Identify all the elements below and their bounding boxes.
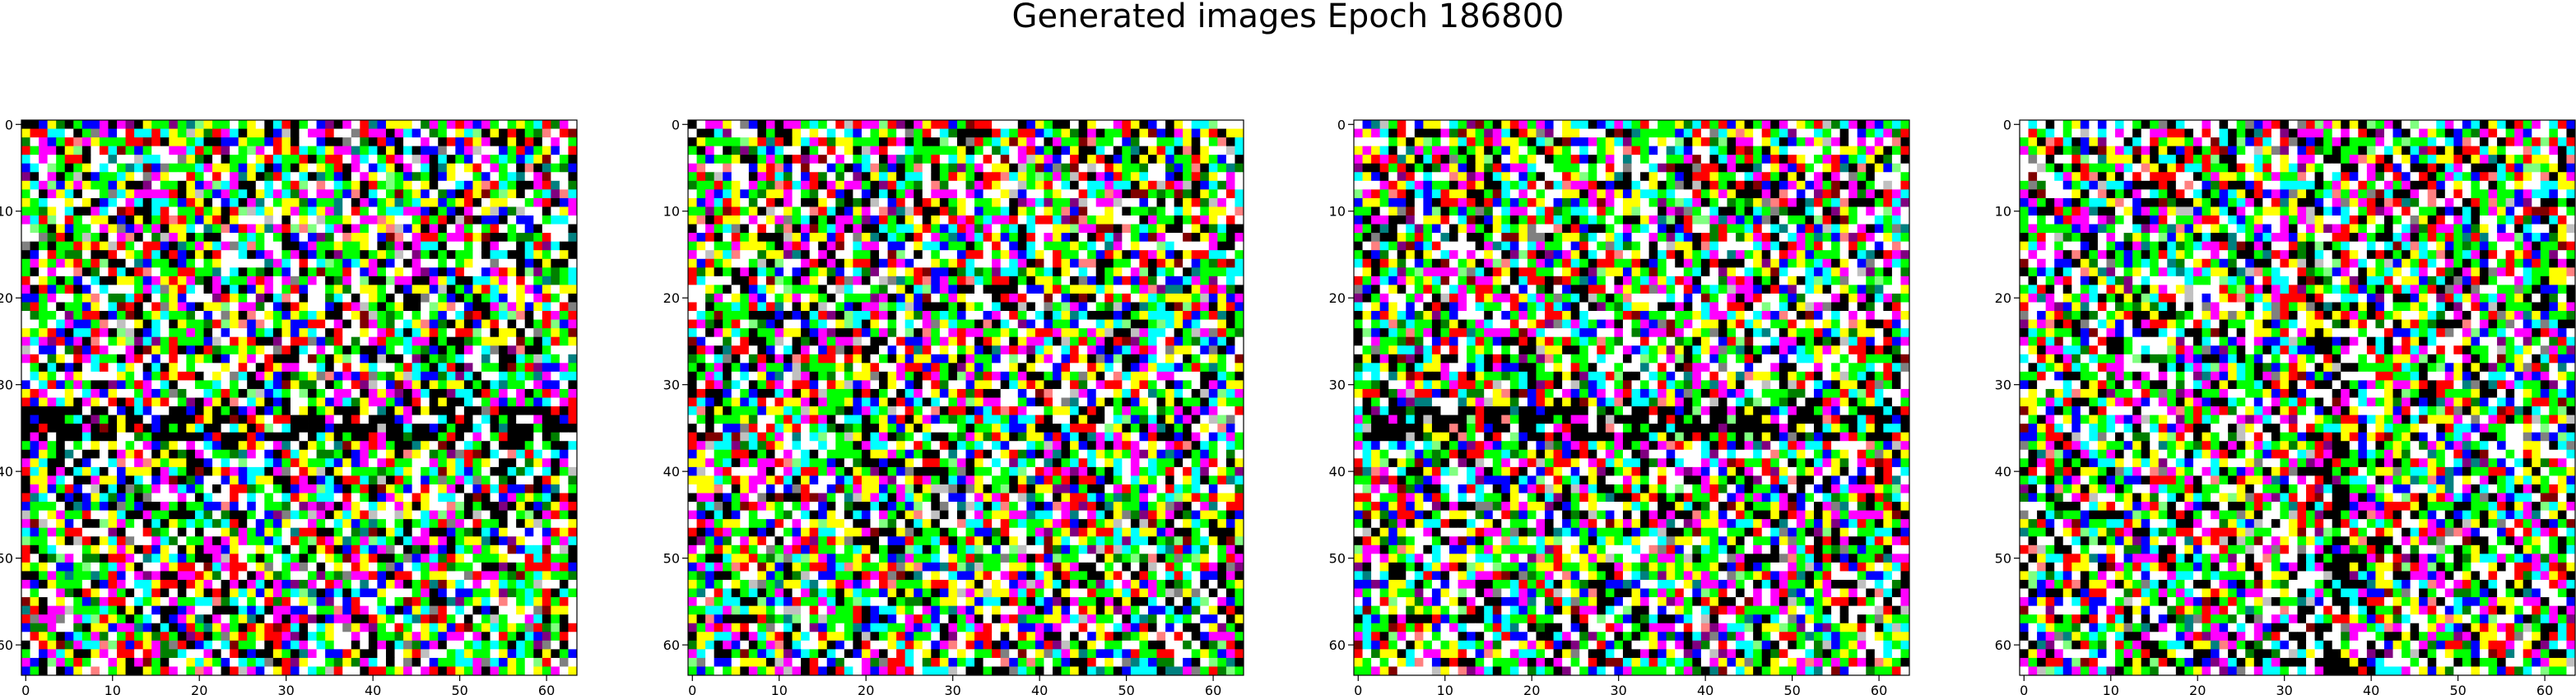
y-tick-label: 20 bbox=[0, 290, 13, 306]
x-tick-label: 50 bbox=[451, 683, 467, 695]
y-tick-label: 20 bbox=[1995, 290, 2011, 306]
axes-frame bbox=[21, 119, 578, 676]
y-tick-label: 20 bbox=[1329, 290, 1346, 306]
y-tick-label: 50 bbox=[1995, 551, 2011, 567]
y-tick-label: 10 bbox=[663, 204, 680, 220]
x-tick-label: 0 bbox=[688, 683, 696, 695]
x-tick-label: 40 bbox=[365, 683, 381, 695]
generated-image-3 bbox=[1354, 120, 1910, 676]
y-tick-label: 30 bbox=[663, 378, 680, 393]
y-tick-label: 0 bbox=[2003, 117, 2011, 132]
generated-image-2 bbox=[688, 120, 1244, 676]
x-tick-label: 0 bbox=[2020, 683, 2028, 695]
y-tick-label: 50 bbox=[1329, 551, 1346, 567]
axes-frame bbox=[2019, 119, 2576, 676]
y-tick-label: 10 bbox=[1329, 204, 1346, 220]
x-tick-label: 30 bbox=[1611, 683, 1627, 695]
y-tick-label: 0 bbox=[5, 117, 13, 132]
x-tick-label: 10 bbox=[105, 683, 121, 695]
x-tick-label: 30 bbox=[2276, 683, 2293, 695]
y-tick-label: 0 bbox=[1337, 117, 1346, 132]
x-tick-label: 60 bbox=[2536, 683, 2553, 695]
x-tick-label: 40 bbox=[1697, 683, 1713, 695]
figure-title: Generated images Epoch 186800 bbox=[1011, 0, 1565, 35]
x-tick-label: 60 bbox=[1871, 683, 1887, 695]
x-tick-label: 50 bbox=[2449, 683, 2466, 695]
x-tick-label: 40 bbox=[1031, 683, 1048, 695]
x-tick-label: 10 bbox=[771, 683, 788, 695]
y-tick-label: 30 bbox=[1995, 378, 2011, 393]
y-tick-label: 0 bbox=[672, 117, 680, 132]
x-tick-label: 40 bbox=[2363, 683, 2379, 695]
y-tick-label: 60 bbox=[0, 637, 13, 653]
y-tick-label: 30 bbox=[1329, 378, 1346, 393]
y-tick-label: 10 bbox=[0, 204, 13, 220]
x-tick-label: 10 bbox=[1437, 683, 1453, 695]
axes-frame bbox=[687, 119, 1244, 676]
y-tick-label: 50 bbox=[0, 551, 13, 567]
x-tick-label: 20 bbox=[858, 683, 874, 695]
x-tick-label: 50 bbox=[1783, 683, 1800, 695]
y-tick-label: 20 bbox=[663, 290, 680, 306]
y-tick-label: 60 bbox=[1995, 637, 2011, 653]
x-tick-label: 20 bbox=[191, 683, 207, 695]
y-tick-label: 60 bbox=[663, 637, 680, 653]
y-tick-label: 40 bbox=[1329, 464, 1346, 480]
y-tick-label: 30 bbox=[0, 378, 13, 393]
x-tick-label: 30 bbox=[945, 683, 961, 695]
y-tick-label: 10 bbox=[1995, 204, 2011, 220]
y-tick-label: 50 bbox=[663, 551, 680, 567]
x-tick-label: 10 bbox=[2103, 683, 2119, 695]
x-tick-label: 20 bbox=[2189, 683, 2206, 695]
y-tick-label: 40 bbox=[1995, 464, 2011, 480]
x-tick-label: 50 bbox=[1118, 683, 1134, 695]
y-tick-label: 40 bbox=[0, 464, 13, 480]
y-tick-label: 40 bbox=[663, 464, 680, 480]
x-tick-label: 0 bbox=[1354, 683, 1362, 695]
generated-image-4 bbox=[2020, 120, 2576, 676]
x-tick-label: 30 bbox=[278, 683, 295, 695]
x-tick-label: 60 bbox=[1205, 683, 1221, 695]
x-tick-label: 0 bbox=[21, 683, 30, 695]
generated-image-1 bbox=[21, 120, 578, 676]
x-tick-label: 20 bbox=[1523, 683, 1540, 695]
x-tick-label: 60 bbox=[538, 683, 555, 695]
y-tick-label: 60 bbox=[1329, 637, 1346, 653]
axes-frame bbox=[1353, 119, 1910, 676]
